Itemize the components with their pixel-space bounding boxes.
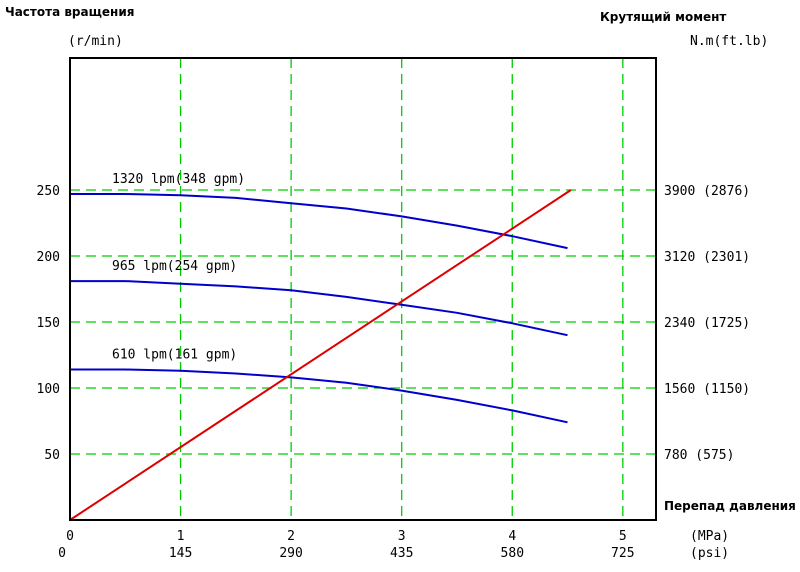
right-axis-title: Крутящий момент bbox=[600, 10, 726, 24]
series-label: 1320 lpm(348 gpm) bbox=[112, 172, 245, 187]
left-axis-unit: (r/min) bbox=[68, 34, 123, 49]
series-lines bbox=[69, 189, 572, 521]
speed-curve-2 bbox=[70, 368, 568, 424]
series-label: 965 lpm(254 gpm) bbox=[112, 259, 237, 274]
x-tick-label-psi: 725 bbox=[611, 546, 634, 561]
plot-frame bbox=[69, 57, 657, 521]
speed-curve-0 bbox=[70, 193, 568, 250]
series-labels: 1320 lpm(348 gpm) 965 lpm(254 gpm) 610 lpm… bbox=[112, 172, 245, 363]
x-tick-label-psi: 435 bbox=[390, 546, 413, 561]
x-axis-unit-mpa: (MPa) bbox=[690, 529, 729, 544]
left-axis-title: Частота вращения bbox=[5, 5, 134, 19]
x-tick-label-mpa: 1 bbox=[177, 529, 185, 544]
x-axis-title: Перепад давления bbox=[664, 499, 796, 513]
x-tick-label-psi: 145 bbox=[169, 546, 192, 561]
right-tick-label: 780 (575) bbox=[664, 448, 734, 463]
series-label: 610 lpm(161 gpm) bbox=[112, 348, 237, 363]
grid-lines bbox=[70, 58, 656, 520]
right-tick-label: 2340 (1725) bbox=[664, 316, 750, 331]
right-axis-ticks: 780 (575) 1560 (1150) 2340 (1725) 3120 (230… bbox=[664, 184, 750, 463]
speed-curve-1 bbox=[70, 280, 568, 337]
x-tick-label-mpa: 0 bbox=[66, 529, 74, 544]
x-axis-ticks: 0 1 2 3 4 5 0 145 290 435 580 725 bbox=[58, 529, 634, 561]
left-tick-label: 250 bbox=[37, 184, 60, 199]
left-tick-label: 100 bbox=[37, 382, 60, 397]
torque-line bbox=[69, 189, 572, 521]
left-tick-label: 50 bbox=[44, 448, 60, 463]
left-axis-ticks: 50 100 150 200 250 bbox=[37, 184, 60, 463]
x-tick-label-psi: 290 bbox=[279, 546, 302, 561]
x-axis-unit-psi: (psi) bbox=[690, 546, 729, 561]
left-tick-label: 200 bbox=[37, 250, 60, 265]
x-tick-label-psi: 580 bbox=[501, 546, 524, 561]
right-tick-label: 3120 (2301) bbox=[664, 250, 750, 265]
x-tick-label-mpa: 3 bbox=[398, 529, 406, 544]
right-tick-label: 1560 (1150) bbox=[664, 382, 750, 397]
x-tick-label-mpa: 4 bbox=[508, 529, 516, 544]
left-tick-label: 150 bbox=[37, 316, 60, 331]
x-tick-label-mpa: 5 bbox=[619, 529, 627, 544]
right-tick-label: 3900 (2876) bbox=[664, 184, 750, 199]
x-tick-label-mpa: 2 bbox=[287, 529, 295, 544]
x-tick-label-psi: 0 bbox=[58, 546, 66, 561]
right-axis-unit: N.m(ft.lb) bbox=[690, 34, 768, 49]
